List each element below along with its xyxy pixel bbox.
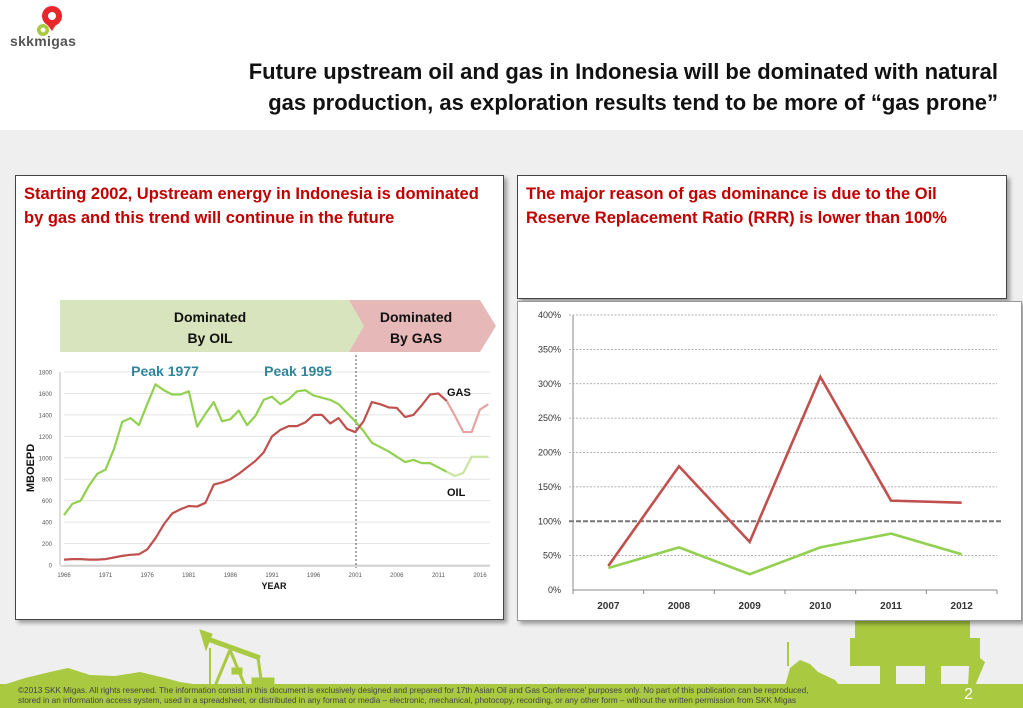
svg-text:1000: 1000 <box>39 456 53 462</box>
right-panel: The major reason of gas dominance is due… <box>517 175 1007 299</box>
svg-text:1981: 1981 <box>182 573 196 579</box>
peak-1995-label: Peak 1995 <box>264 363 332 379</box>
series-oil <box>63 383 448 516</box>
series-oil-forecast <box>446 455 489 478</box>
svg-text:800: 800 <box>42 478 53 484</box>
page-title: Future upstream oil and gas in Indonesia… <box>118 56 998 118</box>
page-number: 2 <box>964 686 973 703</box>
svg-text:2011: 2011 <box>432 573 446 579</box>
header: skkmigas Future upstream oil and gas in … <box>0 0 1023 130</box>
footer: ©2013 SKK Migas. All rights reserved. Th… <box>0 684 1023 708</box>
oil-label: OIL <box>447 487 466 499</box>
svg-text:100%: 100% <box>538 516 561 526</box>
left-panel-heading: Starting 2002, Upstream energy in Indone… <box>24 185 479 227</box>
svg-text:0: 0 <box>49 564 53 570</box>
svg-text:1800: 1800 <box>39 371 53 377</box>
svg-text:1976: 1976 <box>141 573 155 579</box>
gas-label: GAS <box>447 387 471 399</box>
svg-text:0%: 0% <box>548 585 561 595</box>
production-chart: Dominated By OIL Dominated By GAS 0 200 40… <box>25 300 496 591</box>
left-chart-grid <box>64 371 490 566</box>
x-axis-title: YEAR <box>261 581 287 591</box>
y-axis-title: MBOEPD <box>25 444 37 492</box>
svg-text:1986: 1986 <box>224 573 238 579</box>
svg-text:400%: 400% <box>538 310 561 320</box>
banner-oil-line1: Dominated <box>174 309 246 325</box>
title-line-2: gas production, as exploration results t… <box>268 90 998 115</box>
svg-text:2009: 2009 <box>739 601 762 612</box>
svg-text:2007: 2007 <box>597 601 620 612</box>
svg-text:2010: 2010 <box>809 601 832 612</box>
svg-text:1200: 1200 <box>39 435 53 441</box>
svg-text:2008: 2008 <box>668 601 691 612</box>
svg-text:2001: 2001 <box>349 573 363 579</box>
left-chart-axes: 0 200 400 600 800 1000 1200 1400 1600 1800 1966 197… <box>39 371 490 579</box>
left-chart-lines <box>63 383 489 561</box>
svg-text:1400: 1400 <box>39 413 53 419</box>
landscape-silhouette-icon <box>0 620 1023 690</box>
title-line-1: Future upstream oil and gas in Indonesia… <box>248 59 998 84</box>
banner-gas <box>349 300 496 352</box>
svg-text:2011: 2011 <box>880 601 902 612</box>
svg-text:2006: 2006 <box>390 573 404 579</box>
copyright-line-2: stored in an information access system, … <box>18 695 797 705</box>
svg-text:1971: 1971 <box>99 573 113 579</box>
svg-text:400: 400 <box>42 521 53 527</box>
banner-oil-line2: By OIL <box>187 330 233 346</box>
svg-text:1966: 1966 <box>57 573 71 579</box>
right-panel-heading: The major reason of gas dominance is due… <box>526 185 947 227</box>
svg-text:1991: 1991 <box>265 573 279 579</box>
svg-text:250%: 250% <box>538 413 561 423</box>
banner-gas-line1: Dominated <box>380 309 452 325</box>
svg-text:200%: 200% <box>538 448 561 458</box>
banner-gas-line2: By GAS <box>390 330 442 346</box>
svg-text:150%: 150% <box>538 482 561 492</box>
svg-text:200: 200 <box>42 542 53 548</box>
svg-text:50%: 50% <box>543 551 561 561</box>
series-oil-rrr <box>607 532 963 576</box>
series-gas-forecast <box>445 400 489 434</box>
banner-oil <box>60 300 380 352</box>
peak-1977-label: Peak 1977 <box>131 363 199 379</box>
svg-text:1600: 1600 <box>39 392 53 398</box>
svg-text:2012: 2012 <box>951 601 974 612</box>
svg-text:1996: 1996 <box>307 573 321 579</box>
series-gas <box>63 392 448 561</box>
logo-text: skkmigas <box>10 33 77 49</box>
series-gas-rrr <box>607 373 962 567</box>
left-panel: Starting 2002, Upstream energy in Indone… <box>15 175 504 620</box>
svg-text:600: 600 <box>42 499 53 505</box>
copyright-text: ©2013 SKK Migas. All rights reserved. Th… <box>18 686 948 705</box>
rrr-chart: 0% 50% 100% 150% 200% 250% 300% 350% 400% 2007 200… <box>538 310 1002 612</box>
svg-text:300%: 300% <box>538 379 561 389</box>
skkmigas-logo-icon <box>37 6 62 36</box>
svg-text:2016: 2016 <box>473 573 487 579</box>
rrr-chart-frame: 0% 50% 100% 150% 200% 250% 300% 350% 400% 2007 200… <box>517 301 1022 621</box>
copyright-line-1: ©2013 SKK Migas. All rights reserved. Th… <box>18 686 809 695</box>
svg-text:350%: 350% <box>538 344 561 354</box>
